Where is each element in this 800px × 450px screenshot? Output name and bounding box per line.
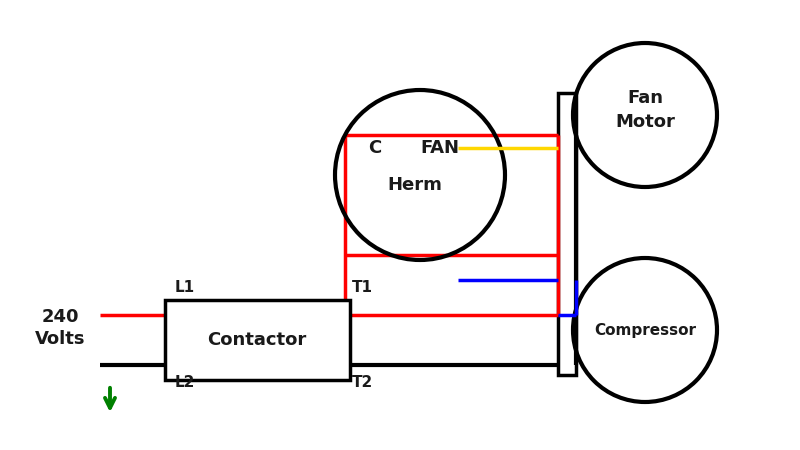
Text: Contactor: Contactor	[207, 331, 306, 349]
Text: FAN: FAN	[421, 139, 459, 157]
Text: T1: T1	[352, 280, 373, 295]
Text: T2: T2	[352, 375, 374, 390]
Bar	[558, 93, 576, 375]
Text: 240
Volts: 240 Volts	[34, 308, 86, 348]
Text: C: C	[368, 139, 382, 157]
Text: L1: L1	[175, 280, 195, 295]
Bar	[165, 300, 350, 380]
Text: Fan
Motor: Fan Motor	[615, 89, 675, 131]
Text: Herm: Herm	[387, 176, 442, 194]
Text: Compressor: Compressor	[594, 323, 696, 338]
Text: L2: L2	[175, 375, 195, 390]
